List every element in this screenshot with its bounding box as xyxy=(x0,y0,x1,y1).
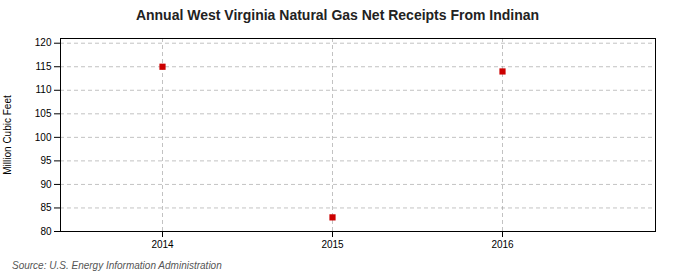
svg-text:85: 85 xyxy=(40,202,52,213)
svg-text:95: 95 xyxy=(40,155,52,166)
svg-text:105: 105 xyxy=(35,108,52,119)
svg-text:110: 110 xyxy=(36,84,52,95)
svg-text:Million Cubic Feet: Million Cubic Feet xyxy=(2,95,13,175)
svg-text:120: 120 xyxy=(35,37,52,48)
html-text:Source: U.S. Energy Informatio: Source: U.S. Energy Information Administ… xyxy=(12,260,222,271)
svg-text:2016: 2016 xyxy=(491,239,514,250)
svg-text:90: 90 xyxy=(40,179,52,190)
html-text:Annual West Virginia Natural G: Annual West Virginia Natural Gas Net Rec… xyxy=(135,7,540,23)
svg-text:115: 115 xyxy=(36,61,52,72)
svg-text:100: 100 xyxy=(35,132,52,143)
svg-text:2014: 2014 xyxy=(151,239,174,250)
svg-text:2015: 2015 xyxy=(321,239,344,250)
svg-text:80: 80 xyxy=(40,226,52,237)
